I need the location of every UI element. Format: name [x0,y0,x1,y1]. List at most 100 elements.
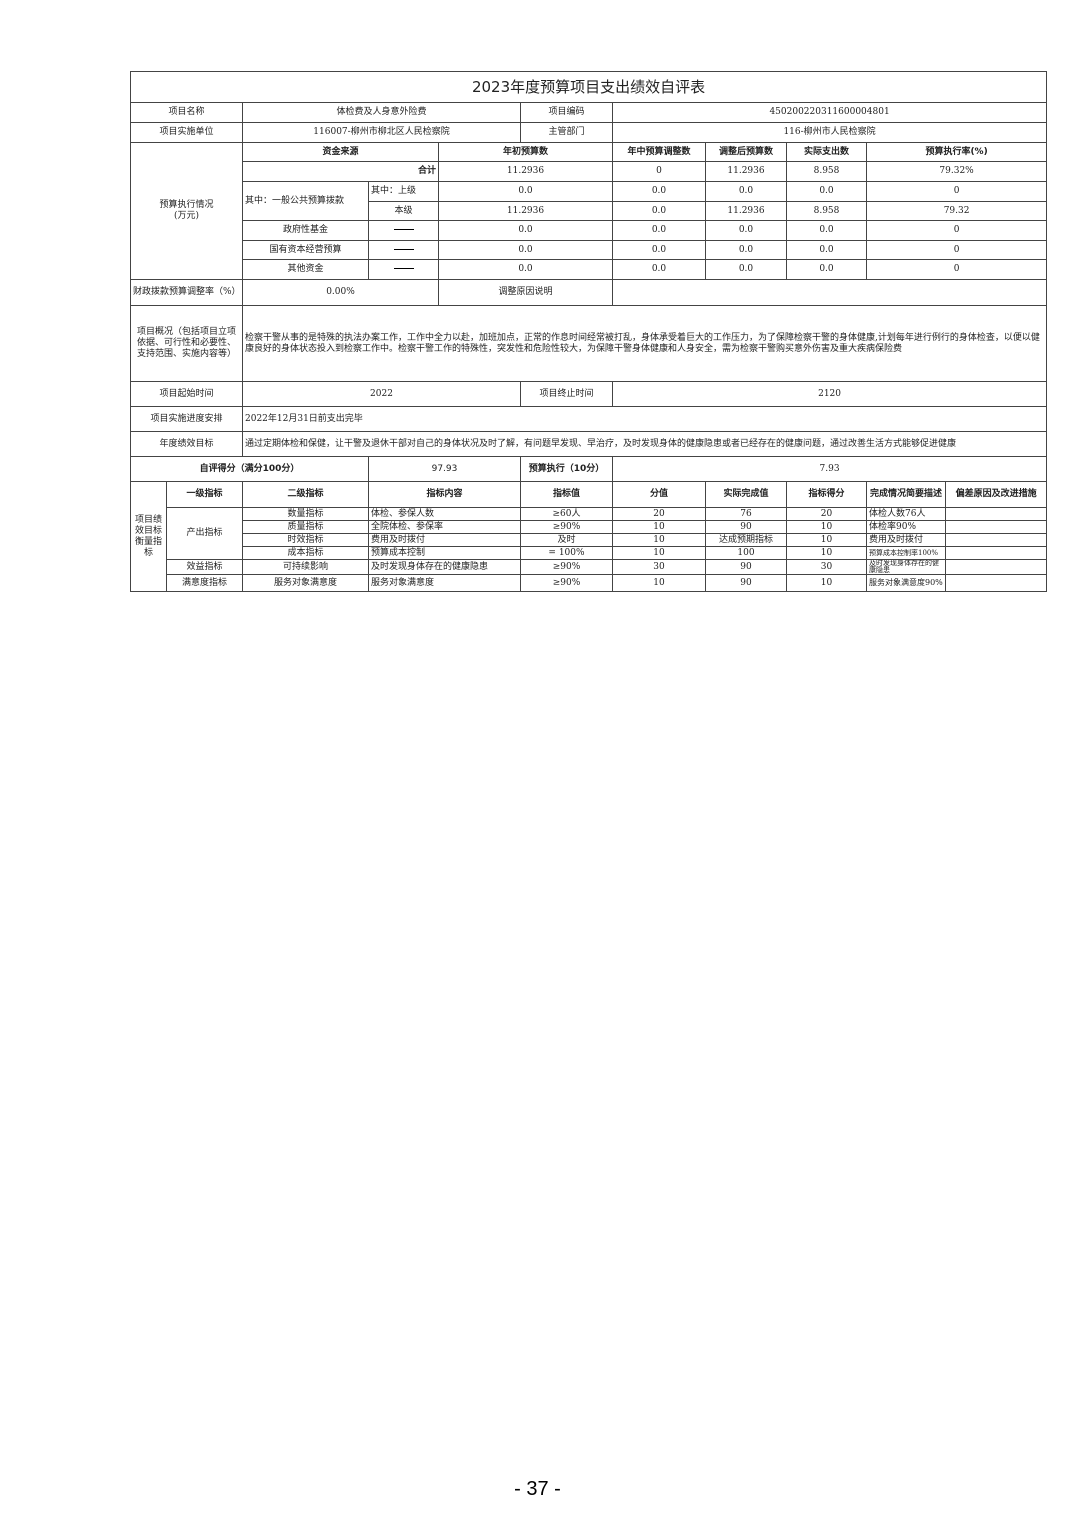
benefit-label: 效益指标 [166,559,243,575]
start-label: 项目起始时间 [130,381,243,407]
cell: 30 [786,559,867,575]
cell: 0.0 [786,181,867,202]
cell: 预算成本控制 [368,546,521,560]
cell: 0.0 [612,240,706,260]
start-value: 2022 [242,381,521,407]
cell: 费用及时拨付 [866,533,946,547]
header: 实际支出数 [786,142,867,162]
cell: 服务对象满意度90% [866,574,946,592]
cell [944,574,1048,592]
cell [944,546,1048,560]
header: 调整后预算数 [705,142,787,162]
cell: 11.2936 [438,161,613,182]
cell: 0 [865,220,1048,241]
cell: 0.0 [438,259,613,280]
reason-value [611,279,1048,306]
header: 一级指标 [166,481,243,508]
budget-section-label: 预算执行情况 (万元) [130,142,243,280]
header: 分值 [612,481,706,508]
fund-label: 国有资本经营预算 [242,240,369,260]
cell: 90 [705,520,787,534]
overview-label: 项目概况（包括项目立项依据、可行性和必要性、支持范围、实施内容等） [130,305,243,382]
header: 二级指标 [242,481,369,508]
project-name: 体检费及人身意外险费 [242,102,521,123]
cell: ≥60人 [520,507,613,521]
cell: 0 [612,161,706,182]
cell: 0.0 [786,220,867,241]
label: 项目名称 [130,102,243,123]
fund-label: 政府性基金 [242,220,369,241]
cell: 10 [612,546,706,560]
goal-label: 年度绩效目标 [130,431,243,457]
cell: 预算成本控制率100% [866,546,946,560]
header: 年初预算数 [438,142,613,162]
cell: 体检、参保人数 [368,507,521,521]
cell: 全院体检、参保率 [368,520,521,534]
cell: 79.32 [865,201,1048,221]
output-label: 产出指标 [166,507,243,560]
cell: 0.0 [612,259,706,280]
label: 项目编码 [520,102,613,123]
total-label: 合计 [242,161,439,182]
cell: 90 [705,574,787,592]
cell: 10 [786,546,867,560]
adjust-value: 0.00% [242,279,439,306]
cell: 100 [705,546,787,560]
cell: 时效指标 [242,533,369,547]
goal-text: 通过定期体检和保健，让干警及退休干部对自己的身体状况及时了解，有问题早发现、早治… [241,431,1048,457]
score-value: 97.93 [368,456,521,482]
score-label: 自评得分（满分100分） [130,456,369,482]
cell: 11.2936 [705,201,787,221]
cell: 11.2936 [705,161,787,182]
cell: 0.0 [705,240,787,260]
cell: 成本指标 [242,546,369,560]
project-code: 450200220311600004801 [611,102,1048,123]
cell [944,559,1048,575]
unit: 116007-柳州市柳北区人民检察院 [242,122,521,143]
cell: ≥90% [520,574,613,592]
cell: 30 [612,559,706,575]
exec-label: 预算执行（10分） [520,456,613,482]
adjust-label: 财政拨款预算调整率（%） [130,279,243,306]
cell: = 100% [520,546,613,560]
cell: 20 [786,507,867,521]
end-value: 2120 [611,381,1048,407]
cell: 0.0 [438,220,613,241]
cell: 10 [612,574,706,592]
schedule-text: 2022年12月31日前支出完毕 [241,406,1048,432]
cell: 0 [865,181,1048,202]
header: 资金来源 [242,142,439,162]
cell [944,533,1048,547]
cell: 及时 [520,533,613,547]
cell: 服务对象满意度 [242,574,369,592]
cell: 0.0 [612,181,706,202]
cell: ≥90% [520,559,613,575]
dash [368,240,439,260]
cell: ≥90% [520,520,613,534]
header: 完成情况简要描述 [866,481,946,508]
perf-section-label: 项目绩效目标衡量指标 [130,481,167,592]
cell: 0 [865,240,1048,260]
header: 实际完成值 [705,481,787,508]
cell: 体检人数76人 [866,507,946,521]
cell: 10 [786,574,867,592]
cell: 10 [612,533,706,547]
overview-text: 检察干警从事的是特殊的执法办案工作，工作中全力以赴，加班加点，正常的作息时间经常… [241,305,1048,382]
label: 主管部门 [520,122,613,143]
upper-label: 其中：上级 [368,181,439,202]
cell: 0.0 [438,181,613,202]
cell: 数量指标 [242,507,369,521]
cell: 及时发现身体存在的健康隐患 [866,559,946,575]
cell: 达成预期指标 [705,533,787,547]
cell: 0.0 [612,220,706,241]
dash [368,220,439,241]
cell: 及时发现身体存在的健康隐患 [368,559,521,575]
self-evaluation-table: 2023年度预算项目支出绩效自评表 项目名称 体检费及人身意外险费 项目编码 4502… [129,71,1048,592]
cell: 79.32% [865,161,1048,182]
header: 偏差原因及改进措施 [944,481,1048,508]
table-title: 2023年度预算项目支出绩效自评表 [129,71,1048,103]
cell: 0.0 [438,240,613,260]
cell: 76 [705,507,787,521]
page-number: - 37 - [514,1478,561,1500]
